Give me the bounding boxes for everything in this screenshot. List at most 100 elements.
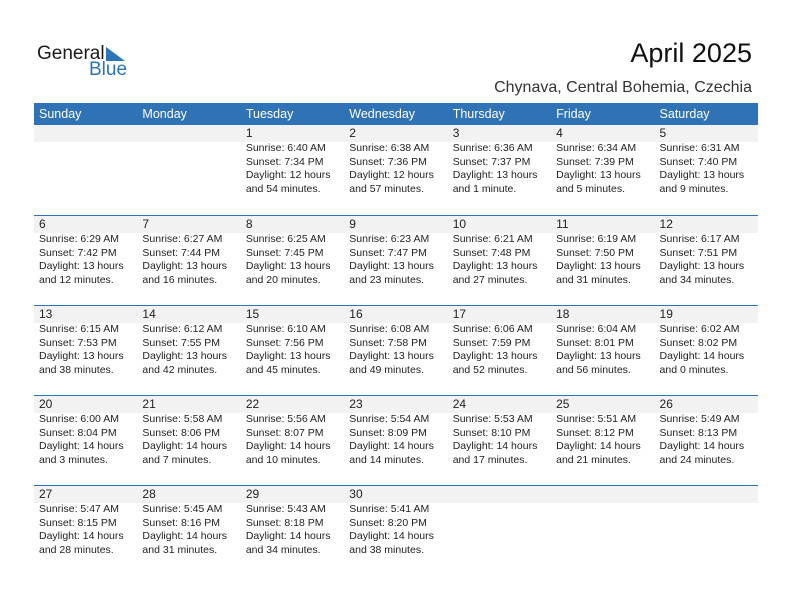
minutes-text: and 54 minutes. (245, 182, 321, 195)
day-cell: 17 Sunrise: 6:06 AM Sunset: 7:59 PM Dayligh… (448, 306, 551, 377)
day-number: 16 (349, 307, 363, 321)
daylight-text: Daylight: 13 hours (245, 350, 331, 362)
day-cell: 9 Sunrise: 6:23 AM Sunset: 7:47 PM Daylight… (344, 216, 447, 287)
day-cell: 25 Sunrise: 5:51 AM Sunset: 8:12 PM Dayligh… (551, 396, 654, 467)
daylight-text: Daylight: 14 hours (349, 530, 434, 542)
daylight-text: Daylight: 12 hours (349, 169, 434, 181)
day-cell: 13 Sunrise: 6:15 AM Sunset: 7:53 PM Dayligh… (34, 306, 137, 377)
daylight-text: Daylight: 13 hours (349, 350, 434, 362)
sunset-text: Sunset: 8:07 PM (245, 426, 324, 439)
minutes-text: and 34 minutes. (245, 543, 321, 556)
minutes-text: and 14 minutes. (349, 453, 424, 466)
sunrise-text: Sunrise: 5:47 AM (39, 503, 119, 515)
weekday-header: Sunday Monday Tuesday Wednesday Thursday Frid… (34, 103, 758, 125)
day-number: 7 (142, 217, 150, 231)
sunset-text: Sunset: 7:55 PM (142, 336, 221, 349)
day-number: 29 (245, 487, 260, 501)
weekday-saturday: Saturday (659, 107, 710, 121)
minutes-text: and 28 minutes. (39, 543, 114, 556)
sunrise-text: Sunrise: 5:41 AM (349, 503, 430, 515)
daylight-text: Daylight: 13 hours (556, 350, 641, 362)
sunrise-text: Sunrise: 6:36 AM (452, 142, 533, 154)
day-cell: 5 Sunrise: 6:31 AM Sunset: 7:40 PM Daylight… (655, 125, 758, 196)
minutes-text: and 3 minutes. (39, 453, 108, 466)
day-number: 18 (556, 307, 570, 321)
day-cell: 8 Sunrise: 6:25 AM Sunset: 7:45 PM Daylight… (241, 216, 344, 287)
day-cell: 30 Sunrise: 5:41 AM Sunset: 8:20 PM Dayligh… (344, 486, 447, 557)
day-cell: 16 Sunrise: 6:08 AM Sunset: 7:58 PM Dayligh… (344, 306, 447, 377)
day-cell: 24 Sunrise: 5:53 AM Sunset: 8:10 PM Dayligh… (448, 396, 551, 467)
daylight-text: Daylight: 13 hours (142, 350, 228, 362)
sunrise-text: Sunrise: 6:27 AM (142, 233, 223, 245)
daylight-text: Daylight: 13 hours (556, 169, 641, 181)
minutes-text: and 9 minutes. (659, 182, 729, 195)
sunset-text: Sunset: 7:45 PM (245, 246, 324, 259)
minutes-text: and 23 minutes. (349, 273, 424, 286)
day-cell: 20 Sunrise: 6:00 AM Sunset: 8:04 PM Dayligh… (34, 396, 137, 467)
sunrise-text: Sunrise: 6:15 AM (39, 323, 119, 335)
sunset-text: Sunset: 7:56 PM (245, 336, 324, 349)
day-number: 5 (659, 126, 667, 140)
sunrise-text: Sunrise: 5:49 AM (659, 413, 740, 425)
day-cell: 22 Sunrise: 5:56 AM Sunset: 8:07 PM Dayligh… (241, 396, 344, 467)
day-cell: 19 Sunrise: 6:02 AM Sunset: 8:02 PM Dayligh… (655, 306, 758, 377)
week-row: 13 Sunrise: 6:15 AM Sunset: 7:53 PM Dayligh… (34, 305, 758, 395)
minutes-text: and 52 minutes. (452, 363, 528, 376)
daylight-text: Daylight: 13 hours (659, 260, 745, 272)
day-number: 28 (142, 487, 156, 501)
daylight-text: Daylight: 13 hours (452, 260, 538, 272)
sunset-text: Sunset: 7:51 PM (659, 246, 738, 259)
minutes-text: and 34 minutes. (659, 273, 735, 286)
day-number: 24 (452, 397, 467, 411)
day-cell: 26 Sunrise: 5:49 AM Sunset: 8:13 PM Dayligh… (655, 396, 758, 467)
weekday-thursday: Thursday (452, 107, 505, 121)
day-cell: 15 Sunrise: 6:10 AM Sunset: 7:56 PM Dayligh… (241, 306, 344, 377)
sunset-text: Sunset: 7:40 PM (659, 155, 738, 168)
sunset-text: Sunset: 7:53 PM (39, 336, 117, 349)
day-number: 10 (452, 217, 467, 231)
sunset-text: Sunset: 8:15 PM (39, 516, 117, 529)
minutes-text: and 42 minutes. (142, 363, 218, 376)
sunset-text: Sunset: 7:36 PM (349, 155, 427, 168)
daylight-text: Daylight: 13 hours (659, 169, 745, 181)
day-number: 9 (349, 217, 356, 231)
sunset-text: Sunset: 7:48 PM (452, 246, 531, 259)
minutes-text: and 5 minutes. (556, 182, 625, 195)
sunset-text: Sunset: 7:47 PM (349, 246, 427, 259)
minutes-text: and 7 minutes. (142, 453, 212, 466)
daylight-text: Daylight: 14 hours (142, 440, 228, 452)
day-number: 25 (556, 397, 570, 411)
sunrise-text: Sunrise: 6:34 AM (556, 142, 637, 154)
daylight-text: Daylight: 13 hours (39, 350, 124, 362)
sunrise-text: Sunrise: 6:17 AM (659, 233, 740, 245)
sunrise-text: Sunrise: 6:02 AM (659, 323, 740, 335)
daylight-text: Daylight: 14 hours (349, 440, 434, 452)
daylight-text: Daylight: 14 hours (556, 440, 641, 452)
sunrise-text: Sunrise: 6:23 AM (349, 233, 430, 245)
day-number: 23 (349, 397, 363, 411)
page-title: April 2025 (630, 38, 752, 68)
day-cell: 3 Sunrise: 6:36 AM Sunset: 7:37 PM Daylight… (448, 125, 551, 196)
day-cell (655, 486, 758, 557)
weekday-tuesday: Tuesday (245, 107, 294, 121)
daylight-text: Daylight: 13 hours (245, 260, 331, 272)
minutes-text: and 1 minute. (452, 182, 517, 195)
day-cell: 18 Sunrise: 6:04 AM Sunset: 8:01 PM Dayligh… (551, 306, 654, 377)
daylight-text: Daylight: 13 hours (39, 260, 124, 272)
day-number: 27 (39, 487, 53, 501)
sunrise-text: Sunrise: 6:21 AM (452, 233, 533, 245)
sunrise-text: Sunrise: 5:45 AM (142, 503, 223, 515)
day-number: 4 (556, 126, 563, 140)
day-number-strip (34, 125, 758, 142)
sunrise-text: Sunrise: 6:19 AM (556, 233, 637, 245)
sunset-text: Sunset: 8:09 PM (349, 426, 427, 439)
daylight-text: Daylight: 14 hours (659, 440, 745, 452)
day-number-strip (34, 486, 758, 503)
weekday-friday: Friday (556, 107, 591, 121)
day-cell: 6 Sunrise: 6:29 AM Sunset: 7:42 PM Daylight… (34, 216, 137, 287)
location-subtitle: Chynava, Central Bohemia, Czechia (494, 79, 752, 96)
sunset-text: Sunset: 8:02 PM (659, 336, 738, 349)
day-number: 6 (39, 217, 46, 231)
sunset-text: Sunset: 8:16 PM (142, 516, 221, 529)
day-cell: 29 Sunrise: 5:43 AM Sunset: 8:18 PM Dayligh… (241, 486, 344, 557)
